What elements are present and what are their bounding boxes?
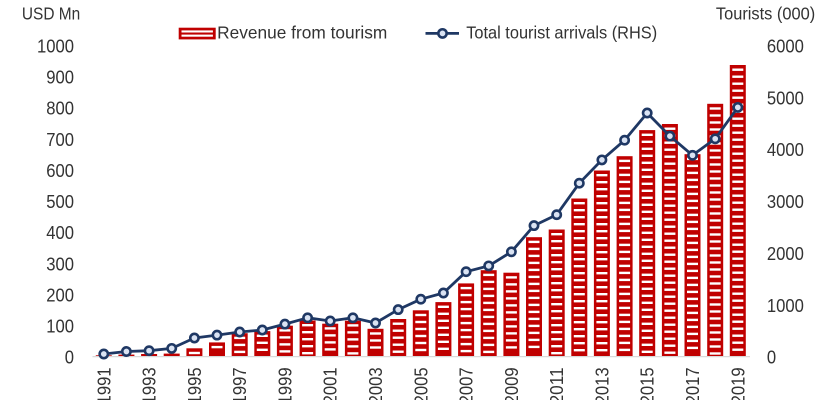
svg-text:2003: 2003 <box>366 367 386 400</box>
svg-text:2005: 2005 <box>411 367 431 400</box>
svg-text:2013: 2013 <box>592 367 612 400</box>
svg-text:3000: 3000 <box>767 192 804 212</box>
svg-text:1993: 1993 <box>140 367 160 400</box>
svg-text:0: 0 <box>767 348 776 368</box>
svg-text:800: 800 <box>46 99 74 119</box>
svg-text:2019: 2019 <box>728 367 748 400</box>
svg-text:900: 900 <box>46 68 74 88</box>
svg-text:6000: 6000 <box>767 36 804 56</box>
svg-text:700: 700 <box>46 130 74 150</box>
svg-text:400: 400 <box>46 223 74 243</box>
svg-text:300: 300 <box>46 254 74 274</box>
svg-text:0: 0 <box>65 348 74 368</box>
svg-text:100: 100 <box>46 317 74 337</box>
svg-text:2001: 2001 <box>321 367 341 400</box>
svg-text:1999: 1999 <box>275 367 295 400</box>
svg-text:4000: 4000 <box>767 140 804 160</box>
svg-text:1995: 1995 <box>185 367 205 400</box>
svg-text:Total tourist arrivals (RHS): Total tourist arrivals (RHS) <box>466 22 657 42</box>
svg-text:2007: 2007 <box>457 367 477 400</box>
svg-text:2015: 2015 <box>638 367 658 400</box>
svg-text:600: 600 <box>46 161 74 181</box>
svg-text:Tourists (000): Tourists (000) <box>716 4 815 24</box>
svg-text:5000: 5000 <box>767 88 804 108</box>
svg-text:500: 500 <box>46 192 74 212</box>
svg-text:2011: 2011 <box>547 367 567 400</box>
svg-text:1997: 1997 <box>230 367 250 400</box>
svg-text:200: 200 <box>46 285 74 305</box>
svg-text:USD Mn: USD Mn <box>22 4 80 24</box>
svg-text:Revenue from tourism: Revenue from tourism <box>217 22 387 42</box>
svg-text:1000: 1000 <box>767 296 804 316</box>
svg-text:2017: 2017 <box>683 367 703 400</box>
svg-text:1991: 1991 <box>94 367 114 400</box>
svg-text:2009: 2009 <box>502 367 522 400</box>
svg-text:2000: 2000 <box>767 244 804 264</box>
svg-text:1000: 1000 <box>37 36 74 56</box>
